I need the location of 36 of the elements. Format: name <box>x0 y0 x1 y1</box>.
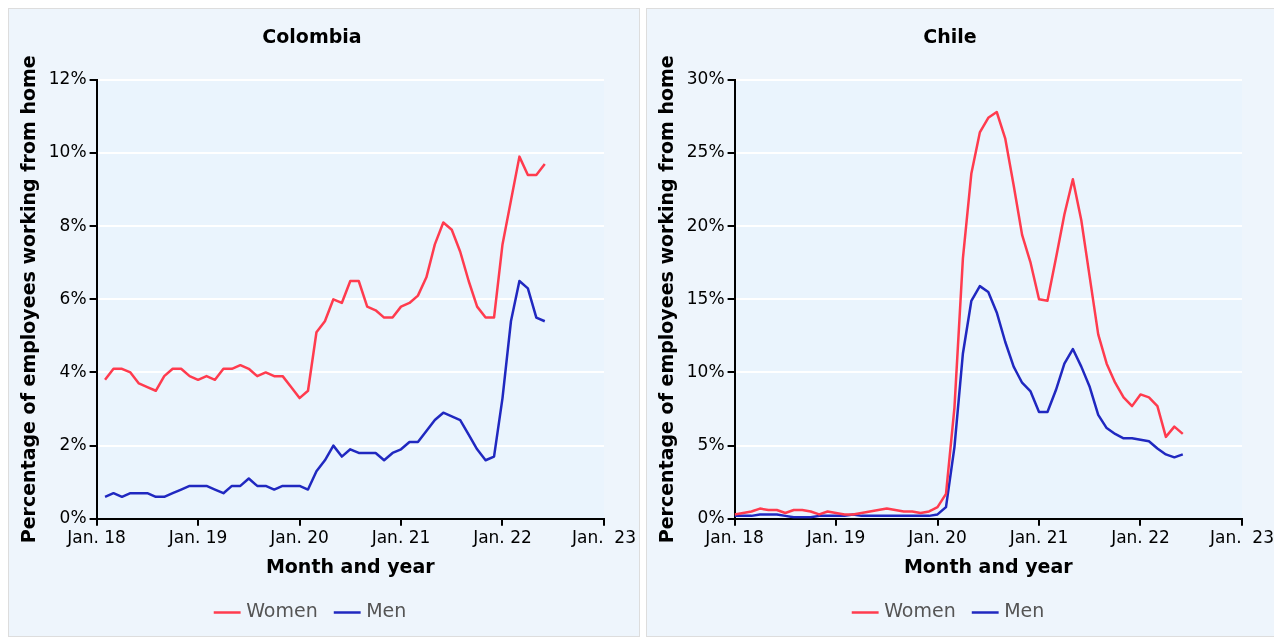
x-tick-label: Jan. 23 <box>570 527 637 548</box>
x-tick-label: Jan. 19 <box>805 527 866 548</box>
x-tick-label: Jan. 19 <box>167 527 228 548</box>
y-tick-label: 20% <box>686 214 725 235</box>
y-tick-label: 8% <box>59 214 87 235</box>
x-tick-label: Jan. 18 <box>66 527 126 548</box>
x-axis-title: Month and year <box>903 554 1074 577</box>
y-tick-label: 15% <box>686 287 725 308</box>
y-tick-label: 25% <box>686 141 725 162</box>
y-tick-label: 30% <box>686 68 725 89</box>
y-tick-label: 5% <box>697 434 725 455</box>
y-tick-label: 12% <box>48 68 87 89</box>
y-axis-title: Percentage of employees working from home <box>655 55 678 544</box>
legend-label: Men <box>1004 599 1045 622</box>
y-tick-label: 10% <box>48 141 87 162</box>
y-axis-title: Percentage of employees working from home <box>17 55 40 544</box>
x-tick-label: Jan. 23 <box>1208 527 1274 548</box>
x-tick-label: Jan. 21 <box>370 527 431 548</box>
y-tick-label: 0% <box>697 507 725 528</box>
x-tick-label: Jan. 20 <box>269 527 329 548</box>
x-tick-label: Jan. 18 <box>704 527 764 548</box>
y-tick-label: 2% <box>59 434 87 455</box>
y-tick-label: 4% <box>59 360 87 381</box>
y-tick-label: 0% <box>59 507 87 528</box>
y-tick-label: 10% <box>686 360 725 381</box>
legend-label: Women <box>884 599 956 622</box>
y-tick-label: 6% <box>59 287 87 308</box>
legend-label: Men <box>366 599 407 622</box>
x-tick-label: Jan. 20 <box>907 527 967 548</box>
chart-title: Chile <box>923 25 977 48</box>
x-tick-label: Jan. 22 <box>472 527 532 548</box>
chart-title: Colombia <box>262 25 362 48</box>
x-axis-title: Month and year <box>265 554 436 577</box>
legend-label: Women <box>246 599 318 622</box>
x-tick-label: Jan. 21 <box>1008 527 1069 548</box>
x-tick-label: Jan. 22 <box>1110 527 1170 548</box>
